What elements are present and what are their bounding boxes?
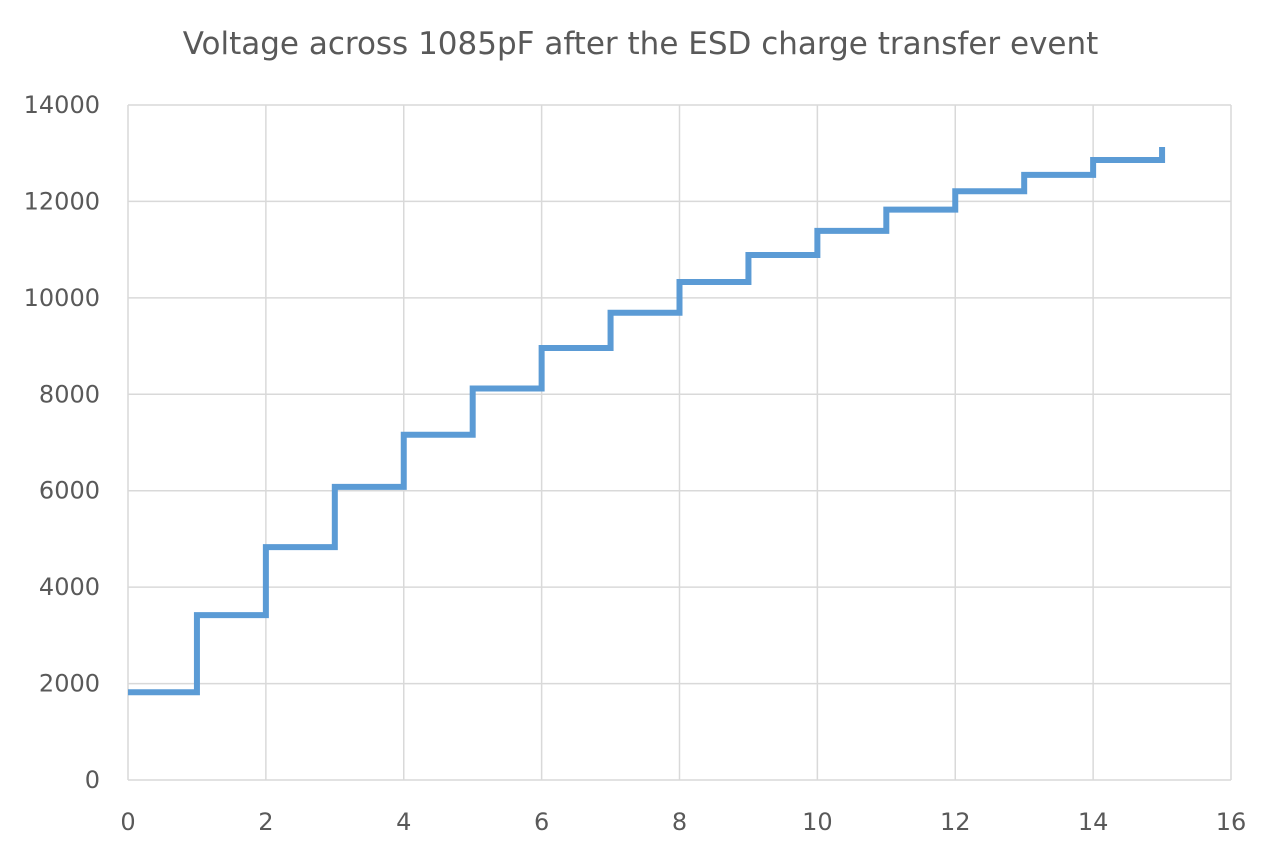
y-tick-label: 0 — [85, 766, 100, 794]
x-tick-label: 10 — [802, 808, 833, 836]
y-tick-label: 12000 — [24, 187, 100, 215]
y-tick-label: 10000 — [24, 284, 100, 312]
x-tick-label: 0 — [120, 808, 135, 836]
y-tick-label: 8000 — [39, 380, 100, 408]
x-tick-label: 6 — [534, 808, 549, 836]
chart-title: Voltage across 1085pF after the ESD char… — [182, 26, 1099, 62]
y-tick-label: 14000 — [24, 91, 100, 119]
x-tick-label: 16 — [1216, 808, 1247, 836]
y-tick-label: 4000 — [39, 573, 100, 601]
series-line — [128, 146, 1166, 696]
x-tick-label: 8 — [672, 808, 687, 836]
x-tick-label: 12 — [940, 808, 971, 836]
y-tick-label: 2000 — [39, 670, 100, 698]
x-tick-label: 4 — [396, 808, 411, 836]
x-tick-label: 14 — [1078, 808, 1109, 836]
y-tick-label: 6000 — [39, 477, 100, 505]
x-tick-label: 2 — [258, 808, 273, 836]
